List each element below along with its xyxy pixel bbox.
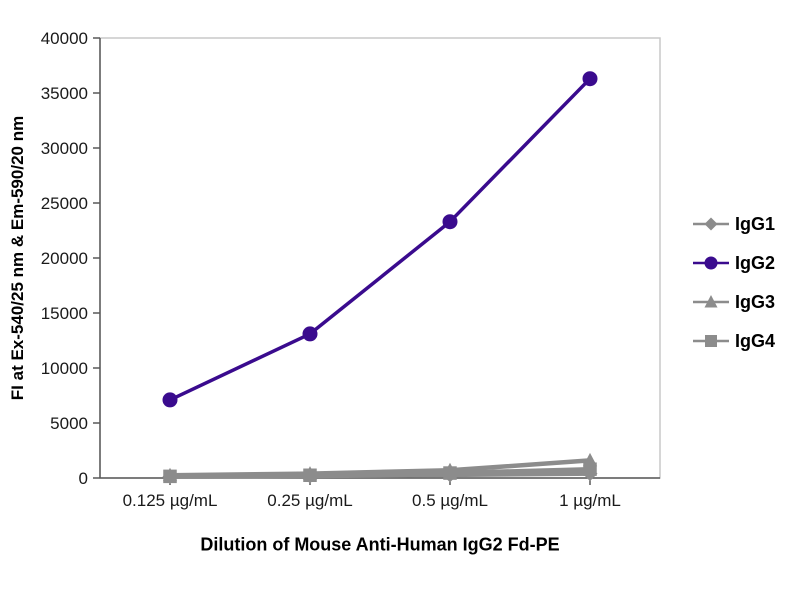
- marker-IgG4-2: [443, 466, 457, 480]
- series-line-IgG4: [167, 466, 593, 479]
- legend-marker-IgG2: [693, 256, 729, 270]
- legend-item-IgG3: IgG3: [692, 290, 775, 314]
- legend-item-IgG2: IgG2: [692, 251, 775, 275]
- marker-IgG2-2: [442, 214, 458, 230]
- legend-marker-IgG3: [693, 295, 729, 308]
- x-axis-title: Dilution of Mouse Anti-Human IgG2 Fd-PE: [200, 534, 560, 555]
- marker-IgG2-1: [302, 326, 318, 342]
- legend-item-IgG4: IgG4: [692, 329, 775, 353]
- series-line-IgG2: [168, 76, 592, 402]
- legend-label-IgG3: IgG3: [735, 291, 776, 312]
- marker-IgG4-1: [303, 468, 317, 482]
- y-tick-label: 5000: [50, 414, 88, 433]
- diamond-icon: [704, 217, 718, 231]
- y-tick-label: 20000: [41, 249, 88, 268]
- x-tick-label: 0.125 µg/mL: [123, 491, 218, 510]
- x-tick-label: 1 µg/mL: [559, 491, 621, 510]
- y-tick-label: 15000: [41, 304, 88, 323]
- circle-icon: [704, 256, 718, 270]
- plot-frame: [99, 37, 661, 479]
- marker-IgG4-0: [163, 469, 177, 484]
- legend: IgG1 IgG2 IgG3 IgG4: [692, 212, 775, 353]
- y-tick-label: 0: [79, 469, 88, 488]
- y-tick-label: 40000: [41, 29, 88, 48]
- x-tick-label: 0.5 µg/mL: [412, 491, 488, 510]
- legend-marker-IgG1: [693, 217, 729, 231]
- marker-IgG4-3: [583, 462, 597, 476]
- square-icon: [705, 335, 717, 347]
- marker-IgG2-3: [582, 71, 598, 87]
- y-tick-label: 30000: [41, 139, 88, 158]
- legend-label-IgG1: IgG1: [735, 213, 776, 234]
- x-tick-label: 0.25 µg/mL: [267, 491, 352, 510]
- y-axis-title: FI at Ex-540/25 nm & Em-590/20 nm: [8, 115, 27, 401]
- legend-label-IgG2: IgG2: [735, 252, 776, 273]
- triangle-icon: [704, 295, 718, 308]
- y-tick-label: 10000: [41, 359, 88, 378]
- y-tick-label: 35000: [41, 84, 88, 103]
- y-tick-label: 25000: [41, 194, 88, 213]
- marker-IgG2-0: [162, 392, 178, 408]
- legend-label-IgG4: IgG4: [735, 330, 776, 351]
- legend-marker-IgG4: [693, 335, 729, 347]
- legend-item-IgG1: IgG1: [692, 212, 775, 236]
